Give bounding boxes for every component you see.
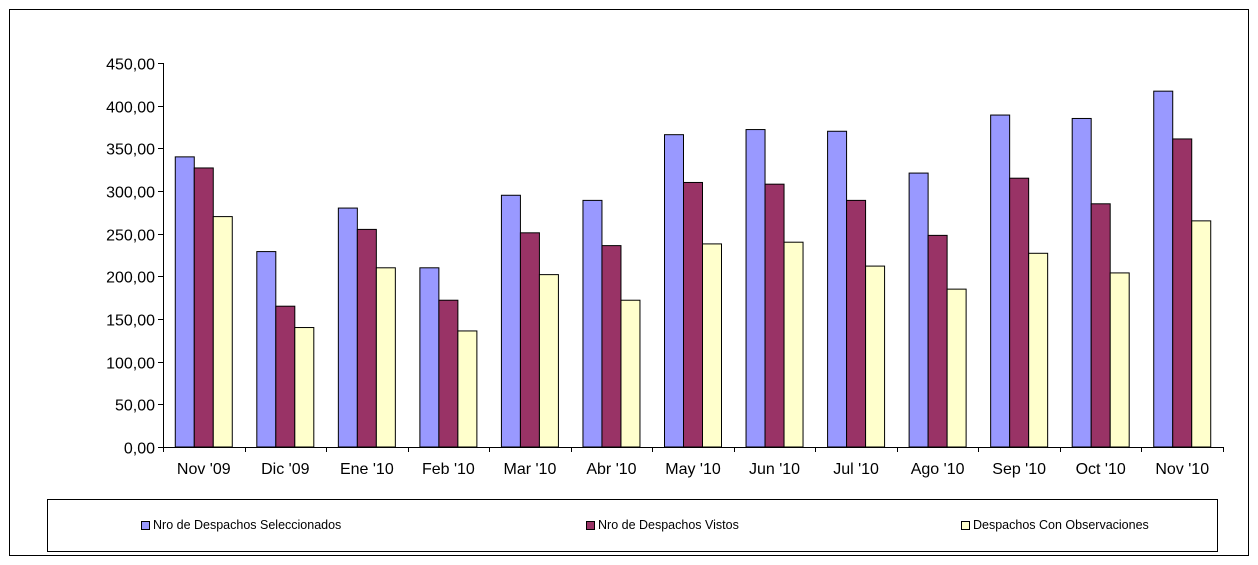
bar-series-3 xyxy=(865,265,886,448)
legend-swatch-series-1 xyxy=(141,520,150,530)
bar-series-3 xyxy=(783,241,804,448)
bar-series-2 xyxy=(846,199,867,448)
x-tick-label: Jul '10 xyxy=(833,461,879,478)
bar-series-1 xyxy=(500,194,521,448)
bar-series-2 xyxy=(601,245,622,448)
bar-series-1 xyxy=(745,129,766,448)
bar-series-3 xyxy=(620,299,641,448)
bar-series-2 xyxy=(438,299,459,448)
x-tick-label: Oct '10 xyxy=(1076,461,1126,478)
bar-series-1 xyxy=(1071,117,1092,448)
bar-series-2 xyxy=(927,234,948,448)
legend-item-series-3: Despachos Con Observaciones xyxy=(961,518,1149,532)
x-tick-label: Abr '10 xyxy=(586,461,636,478)
bar-series-2 xyxy=(519,232,540,448)
legend-item-series-1: Nro de Despachos Seleccionados xyxy=(141,518,341,532)
x-tick-label: Nov '09 xyxy=(177,461,231,478)
x-tick-label: Nov '10 xyxy=(1155,461,1209,478)
bar-series-2 xyxy=(1090,203,1111,448)
bar-series-3 xyxy=(1191,220,1212,448)
y-tick-label: 0,00 xyxy=(124,441,155,458)
x-tick-label: Ene '10 xyxy=(340,461,394,478)
y-tick-label: 100,00 xyxy=(106,356,155,373)
bar-series-3 xyxy=(294,327,315,448)
bar-series-1 xyxy=(419,267,440,448)
bar-series-2 xyxy=(356,228,377,448)
y-tick-label: 50,00 xyxy=(115,398,155,415)
bar-series-1 xyxy=(664,134,684,448)
y-tick-label: 200,00 xyxy=(106,270,155,287)
legend-label-series-2: Nro de Despachos Vistos xyxy=(598,518,739,532)
bar-series-1 xyxy=(256,251,277,448)
bar-series-3 xyxy=(946,288,967,448)
bar-series-3 xyxy=(538,274,559,448)
bar-series-2 xyxy=(1009,177,1030,448)
bar-series-2 xyxy=(683,181,703,448)
legend-label-series-1: Nro de Despachos Seleccionados xyxy=(153,518,342,532)
bar-series-3 xyxy=(1109,272,1130,448)
legend-label-series-3: Despachos Con Observaciones xyxy=(973,518,1149,532)
y-tick-label: 150,00 xyxy=(106,313,155,330)
x-tick-label: May '10 xyxy=(665,461,721,478)
bar-series-2 xyxy=(1172,138,1193,448)
x-tick-label: Ago '10 xyxy=(911,461,965,478)
y-tick-label: 250,00 xyxy=(106,228,155,245)
x-tick-label: Feb '10 xyxy=(422,461,475,478)
bar-series-1 xyxy=(908,172,929,448)
y-tick-label: 300,00 xyxy=(106,185,155,202)
bars xyxy=(174,90,1212,448)
x-tick-label: Mar '10 xyxy=(503,461,556,478)
bar-series-3 xyxy=(1028,252,1049,448)
legend-item-series-2: Nro de Despachos Vistos xyxy=(586,518,739,532)
bar-series-1 xyxy=(174,156,195,448)
bar-series-2 xyxy=(193,167,214,448)
y-tick-label: 400,00 xyxy=(106,100,155,117)
bar-series-1 xyxy=(1153,90,1174,448)
y-tick-label: 350,00 xyxy=(106,142,155,159)
bar-series-1 xyxy=(337,207,358,448)
bar-series-2 xyxy=(275,305,296,448)
legend: Nro de Despachos Seleccionados Nro de De… xyxy=(47,499,1218,552)
bar-series-1 xyxy=(990,114,1011,448)
x-tick-label: Sep '10 xyxy=(992,461,1046,478)
bar-series-3 xyxy=(375,267,396,448)
legend-swatch-series-3 xyxy=(961,520,970,530)
y-axis: 0,00 50,00 100,00 150,00 200,00 250,00 300,00 3… xyxy=(106,57,164,458)
bar-series-3 xyxy=(702,243,722,448)
x-tick-label: Dic '09 xyxy=(261,461,310,478)
x-tick-label: Jun '10 xyxy=(749,461,800,478)
bar-series-1 xyxy=(827,130,848,448)
bar-series-1 xyxy=(582,199,603,448)
y-tick-label: 450,00 xyxy=(106,57,155,74)
bar-series-2 xyxy=(764,183,785,448)
legend-swatch-series-2 xyxy=(586,520,595,530)
bar-series-3 xyxy=(212,216,233,448)
bar-series-3 xyxy=(457,330,478,448)
